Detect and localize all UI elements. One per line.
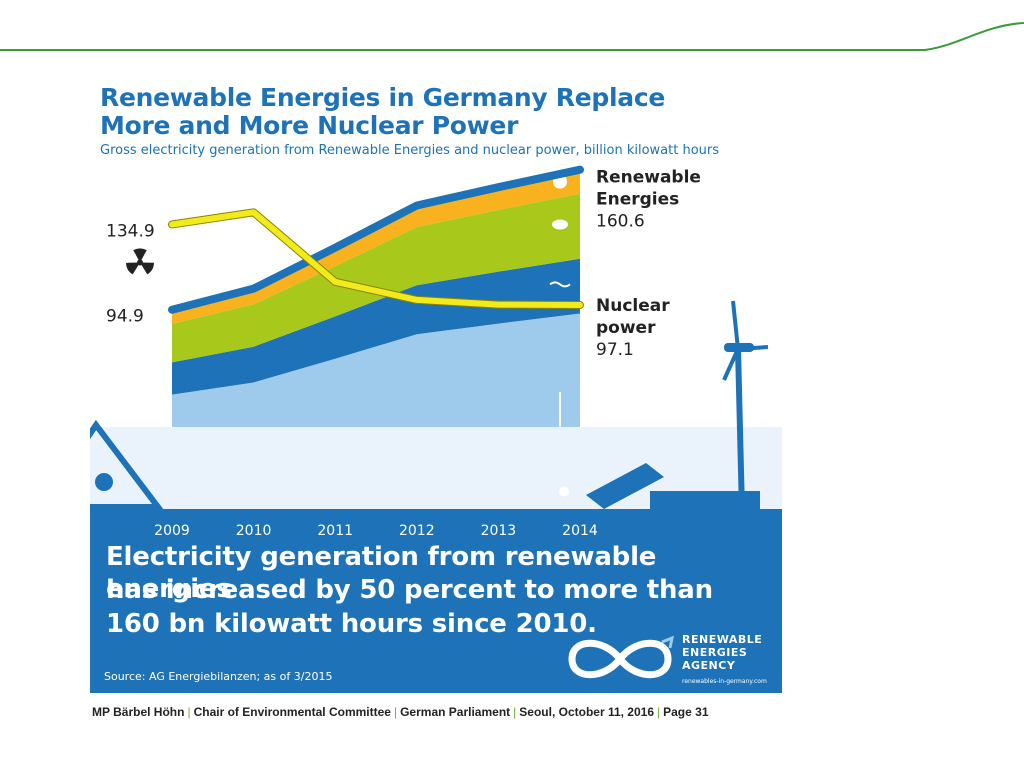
x-tick-label: 2011 — [317, 523, 353, 539]
header-divider-line — [0, 22, 1024, 51]
renewable-energies-line — [168, 165, 584, 314]
agency-name-line-3: AGENCY — [682, 659, 736, 672]
headline-line-3: 160 bn kilowatt hours since 2010. — [106, 609, 597, 639]
chart-title-line-1: Renewable Energies in Germany Replace — [100, 83, 666, 112]
renewable-start-label: 94.9 — [106, 307, 144, 327]
area-band-2 — [172, 193, 580, 363]
nuclear-legend-line-2: power — [596, 318, 656, 338]
renewable-legend-line-2: Energies — [596, 190, 679, 210]
infinity-logo-icon — [568, 635, 675, 679]
x-tick-label: 2014 — [562, 523, 598, 539]
source-note: Source: AG Energiebilanzen; as of 3/2015 — [104, 670, 333, 683]
footer-event: Seoul, October 11, 2016 — [519, 705, 654, 719]
renewable-legend-line-1: Renewable — [596, 168, 701, 188]
infographic: 134.9 94.9 Renewable Energies 160.6 Nuclear po… — [90, 67, 782, 693]
nuclear-start-label: 134.9 — [106, 221, 155, 241]
area-band-1 — [172, 258, 580, 395]
footer-institution: German Parliament — [400, 705, 511, 719]
chart-subtitle: Gross electricity generation from Renewa… — [100, 143, 720, 158]
agency-name-line-1: RENEWABLE — [682, 633, 763, 646]
x-axis-ticks: 2009 2010 2011 2012 2013 2014 — [154, 523, 598, 539]
x-tick-label: 2012 — [399, 523, 435, 539]
x-tick-label: 2009 — [154, 523, 190, 539]
renewable-end-label: 160.6 — [596, 212, 645, 232]
agency-url: renewables-in-germany.com — [682, 678, 767, 685]
nuclear-end-label: 97.1 — [596, 340, 634, 360]
footer-page: Page 31 — [663, 705, 709, 719]
footer-speaker: MP Bärbel Höhn — [92, 705, 185, 719]
headline-line-2: has increased by 50 percent to more than — [106, 575, 713, 605]
x-tick-label: 2013 — [481, 523, 517, 539]
nuclear-legend-line-1: Nuclear — [596, 296, 670, 316]
agency-name-line-2: ENERGIES — [682, 646, 748, 659]
nuclear-power-line — [169, 209, 583, 309]
area-band-3 — [172, 169, 580, 324]
x-tick-label: 2010 — [236, 523, 272, 539]
headline-line-1: Electricity generation from renewable en… — [106, 542, 657, 604]
chart-title-line-2: More and More Nuclear Power — [100, 111, 519, 140]
slide-footer: MP Bärbel Höhn | Chair of Environmental Co… — [92, 705, 709, 719]
footer-role: Chair of Environmental Committee — [193, 705, 391, 719]
